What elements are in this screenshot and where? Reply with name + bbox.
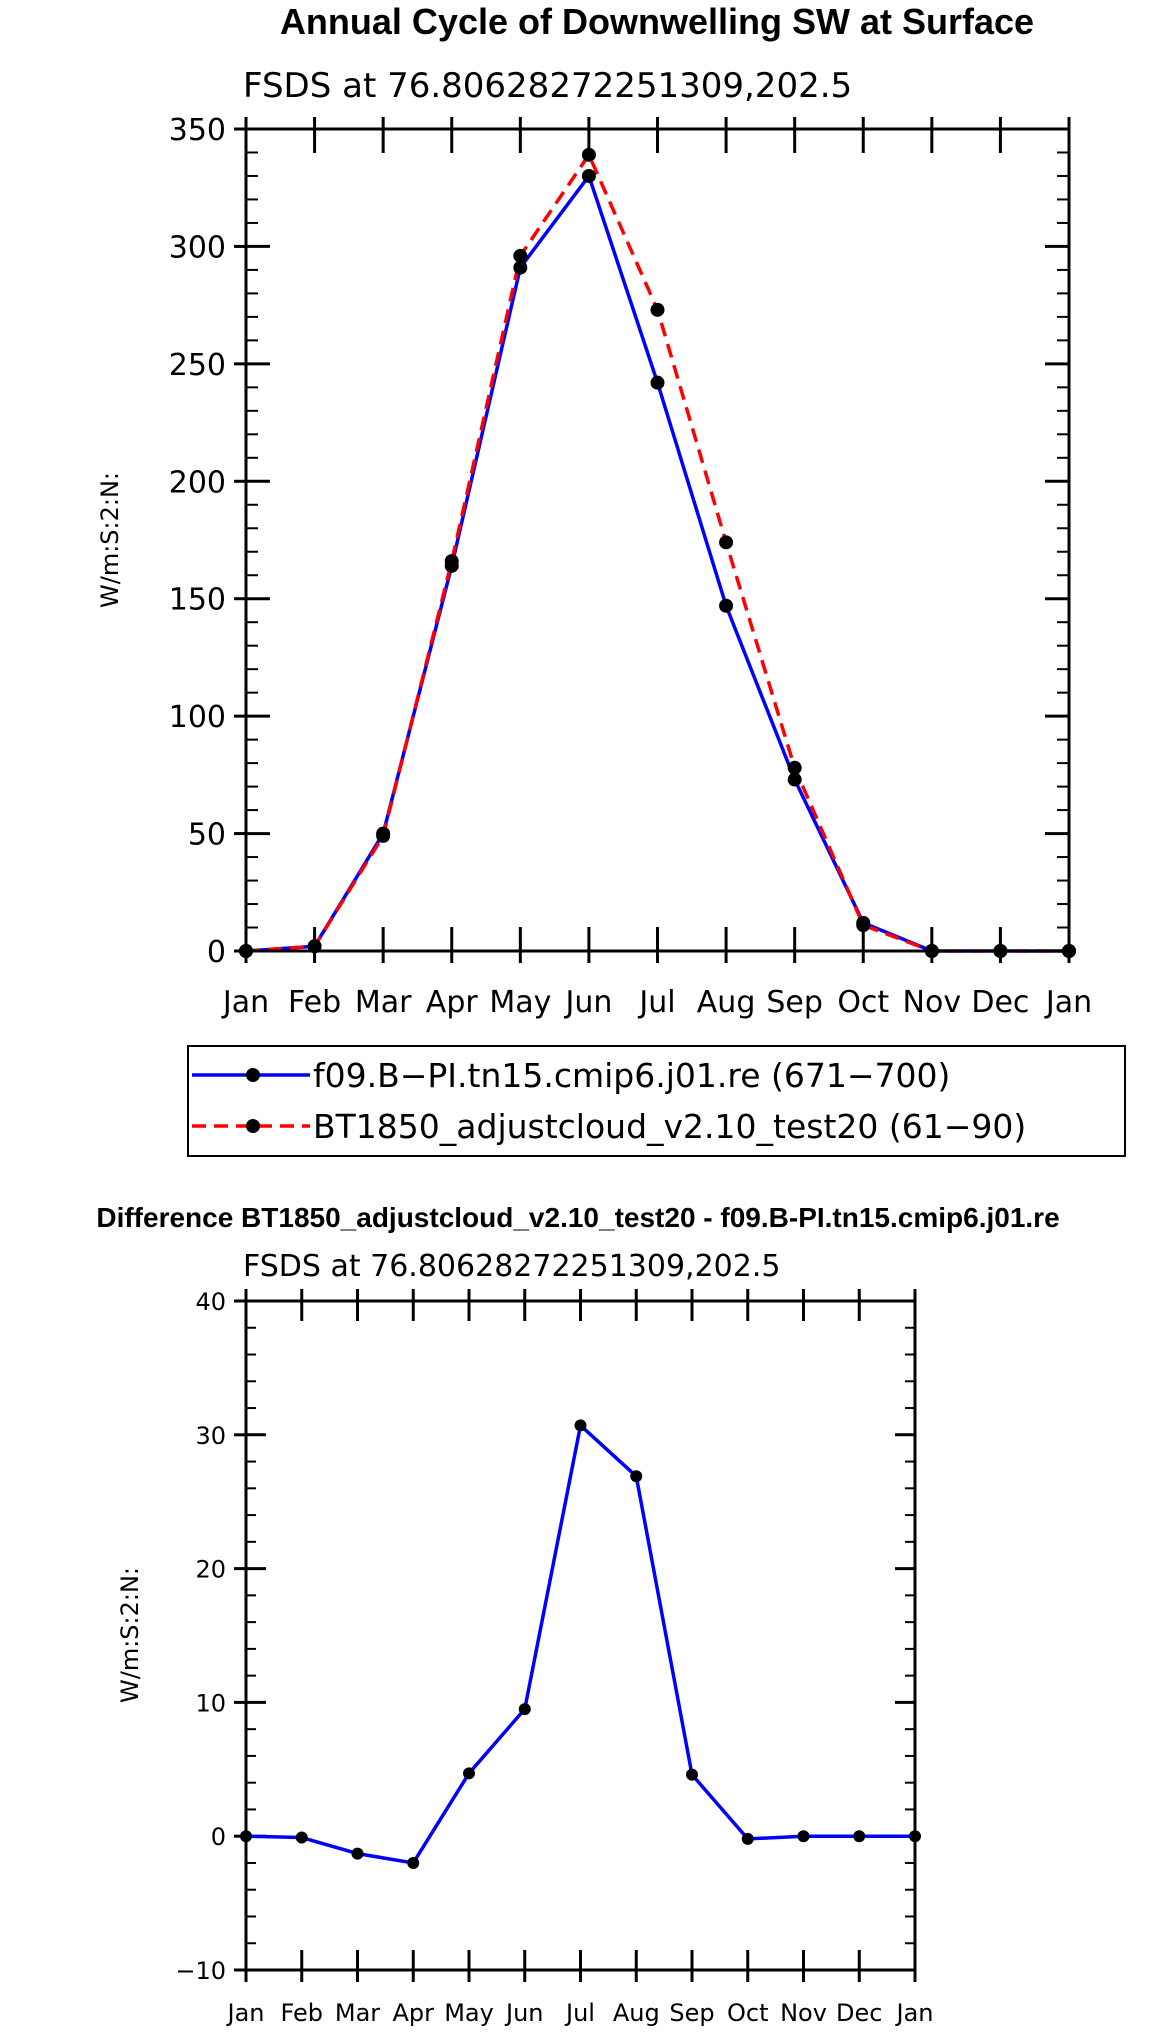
xtick-label: Aug xyxy=(697,985,756,1020)
annual-cycle-chart: Annual Cycle of Downwelling SW at Surfac… xyxy=(96,1,1092,1020)
legend-marker-series-1 xyxy=(246,1068,260,1082)
series-line-2 xyxy=(245,153,1069,953)
legend-marker-series-2 xyxy=(246,1119,260,1133)
xtick-label: Feb xyxy=(281,1999,324,2027)
series-line-1 xyxy=(245,1423,915,1865)
xtick-label: May xyxy=(444,1999,494,2027)
xtick-label: Jan xyxy=(226,1999,265,2027)
xtick-label: Mar xyxy=(335,1999,380,2027)
difference-ytick-labels: −10 0 10 20 30 40 xyxy=(175,1288,226,1985)
xtick-label: Nov xyxy=(903,985,962,1020)
series-2-point xyxy=(376,828,391,843)
series-1-point xyxy=(513,260,528,275)
legend-box xyxy=(187,1045,1126,1157)
ytick-label: 0 xyxy=(207,935,226,970)
ytick-label: 50 xyxy=(188,818,226,853)
legend: f09.B−PI.tn15.cmip6.j01.re (671−700) BT1… xyxy=(187,1045,1126,1157)
xtick-label: Jun xyxy=(504,1999,544,2027)
ytick-label: 10 xyxy=(195,1689,226,1717)
difference-chart: Difference BT1850_adjustcloud_v2.10_test… xyxy=(96,1202,1059,2027)
difference-subtitle: FSDS at 76.80628272251309,202.5 xyxy=(243,1249,780,1284)
series-2-point xyxy=(856,918,871,933)
xtick-label: Oct xyxy=(727,1999,769,2027)
ytick-label: 100 xyxy=(169,700,226,735)
series-1-point xyxy=(581,168,596,183)
difference-title: Difference BT1850_adjustcloud_v2.10_test… xyxy=(96,1202,1059,1233)
xtick-label: Jun xyxy=(563,985,612,1020)
series-2-point xyxy=(444,554,459,569)
series-1-point xyxy=(463,1767,475,1780)
difference-plot-frame xyxy=(244,1299,917,1972)
ytick-label: 350 xyxy=(169,113,226,148)
ytick-label: 0 xyxy=(211,1823,226,1851)
xtick-label: Apr xyxy=(426,985,479,1020)
xtick-label: Oct xyxy=(837,985,889,1020)
ytick-label: 150 xyxy=(169,583,226,618)
xtick-label: Nov xyxy=(780,1999,827,2027)
xtick-label: May xyxy=(489,985,551,1020)
series-2-point xyxy=(787,760,802,775)
series-1-point xyxy=(295,1831,308,1844)
annual-cycle-subtitle: FSDS at 76.80628272251309,202.5 xyxy=(243,66,852,106)
difference-ylabel: W/m:S:2:N: xyxy=(116,1567,144,1703)
xtick-label: Feb xyxy=(288,985,341,1020)
series-2-point xyxy=(581,147,596,162)
series-1-point xyxy=(787,772,802,787)
xtick-label: Sep xyxy=(766,985,823,1020)
xtick-label: Mar xyxy=(355,985,412,1020)
legend-label-series-2: BT1850_adjustcloud_v2.10_test20 (61−90) xyxy=(313,1107,1026,1146)
series-1-point xyxy=(650,375,665,390)
series-2-point xyxy=(650,302,665,317)
annual-cycle-grid-ticks xyxy=(234,117,1071,963)
xtick-label: Jul xyxy=(637,985,675,1020)
xtick-label: Dec xyxy=(836,1999,882,2027)
series-line-1 xyxy=(245,174,1069,953)
difference-grid-ticks xyxy=(234,1289,917,1982)
xtick-label: Apr xyxy=(392,1999,434,2027)
legend-label-series-1: f09.B−PI.tn15.cmip6.j01.re (671−700) xyxy=(313,1056,950,1095)
xtick-label: Jan xyxy=(1044,985,1092,1020)
series-1-point xyxy=(686,1768,698,1781)
series-1-point xyxy=(741,1832,754,1845)
annual-cycle-xtick-labels: Jan Feb Mar Apr May Jun Jul Aug Sep Oct Nov Dec Jan xyxy=(221,985,1092,1020)
annual-cycle-plot-frame xyxy=(244,127,1071,953)
xtick-label: Sep xyxy=(669,1999,714,2027)
series-1-point xyxy=(351,1847,364,1860)
series-1-point xyxy=(407,1856,420,1869)
series-1-point xyxy=(853,1830,866,1843)
series-1-point xyxy=(719,598,734,613)
xtick-label: Aug xyxy=(613,1999,660,2027)
annual-cycle-series xyxy=(239,147,1076,958)
series-1-point xyxy=(630,1470,643,1483)
ytick-label: 30 xyxy=(195,1422,226,1450)
annual-cycle-title: Annual Cycle of Downwelling SW at Surfac… xyxy=(280,1,1034,42)
ytick-label: 300 xyxy=(169,230,226,265)
series-1-point xyxy=(574,1419,587,1432)
ytick-label: 250 xyxy=(169,348,226,383)
annual-cycle-ytick-labels: 0 50 100 150 200 250 300 350 xyxy=(169,113,226,970)
difference-series xyxy=(240,1419,921,1869)
ytick-label: 20 xyxy=(195,1556,226,1584)
series-1-point xyxy=(518,1703,531,1716)
xtick-label: Jan xyxy=(221,985,269,1020)
xtick-label: Dec xyxy=(971,985,1029,1020)
ytick-label: 40 xyxy=(195,1288,226,1316)
xtick-label: Jan xyxy=(895,1999,934,2027)
series-2-point xyxy=(719,535,734,550)
difference-xtick-labels: Jan Feb Mar Apr May Jun Jul Aug Sep Oct Nov Dec Jan xyxy=(226,1999,934,2027)
xtick-label: Jul xyxy=(564,1999,595,2027)
series-2-point xyxy=(513,248,528,263)
ytick-label: 200 xyxy=(169,465,226,500)
ytick-label: −10 xyxy=(175,1957,226,1985)
annual-cycle-ylabel: W/m:S:2:N: xyxy=(96,472,124,608)
series-1-point xyxy=(797,1830,810,1843)
